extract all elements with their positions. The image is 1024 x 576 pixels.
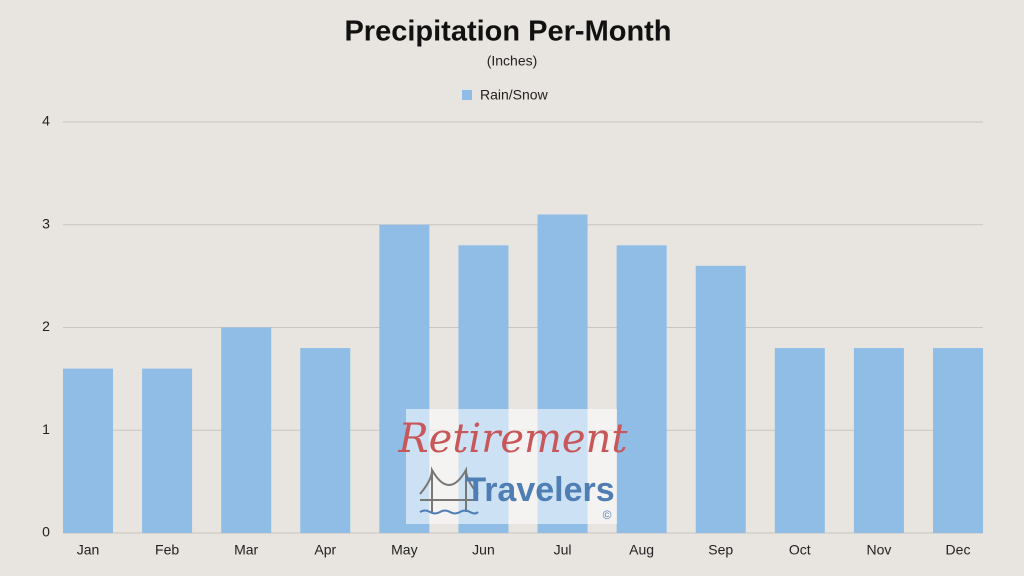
bridge-icon (419, 466, 479, 515)
x-tick-label: Dec (946, 542, 971, 558)
bar (300, 348, 351, 533)
x-tick-label: Feb (155, 542, 179, 558)
bar (695, 265, 746, 533)
watermark-mark: © (603, 508, 612, 522)
watermark-line1: Retirement (398, 416, 629, 462)
y-tick-label: 0 (42, 524, 50, 540)
bar (221, 327, 272, 533)
bar (933, 348, 983, 533)
plot: 0 1 2 3 4 Rain/Snow Jan Feb Mar Apr May Jun Jul Aug Se… (42, 87, 983, 558)
legend-label: Rain/Snow (480, 87, 549, 103)
x-tick-label: Jul (554, 542, 572, 558)
bar (142, 368, 193, 533)
x-tick-label: Aug (629, 542, 654, 558)
y-tick-label: 1 (42, 421, 50, 437)
bar (853, 348, 904, 533)
x-tick-label: Mar (234, 542, 258, 558)
x-tick-label: Apr (314, 542, 336, 558)
x-tick-label: Oct (789, 542, 811, 558)
y-tick-label: 4 (42, 113, 50, 129)
watermark-line2: Travelers (465, 471, 614, 509)
legend-swatch (462, 90, 472, 100)
x-tick-label: Jan (77, 542, 100, 558)
x-tick-label: Jun (472, 542, 495, 558)
bar (774, 348, 825, 533)
x-tick-label: Nov (866, 542, 891, 558)
y-tick-label: 2 (42, 318, 50, 334)
chart-subtitle: (Inches) (487, 53, 538, 69)
watermark-box (406, 409, 617, 524)
y-tick-label: 3 (42, 215, 50, 231)
bar (63, 368, 113, 533)
watermark: Retirement Travelers © (398, 409, 629, 524)
chart-title: Precipitation Per-Month (344, 16, 671, 48)
bar (616, 245, 667, 534)
x-tick-label: Sep (708, 542, 733, 558)
x-tick-label: May (391, 542, 417, 558)
